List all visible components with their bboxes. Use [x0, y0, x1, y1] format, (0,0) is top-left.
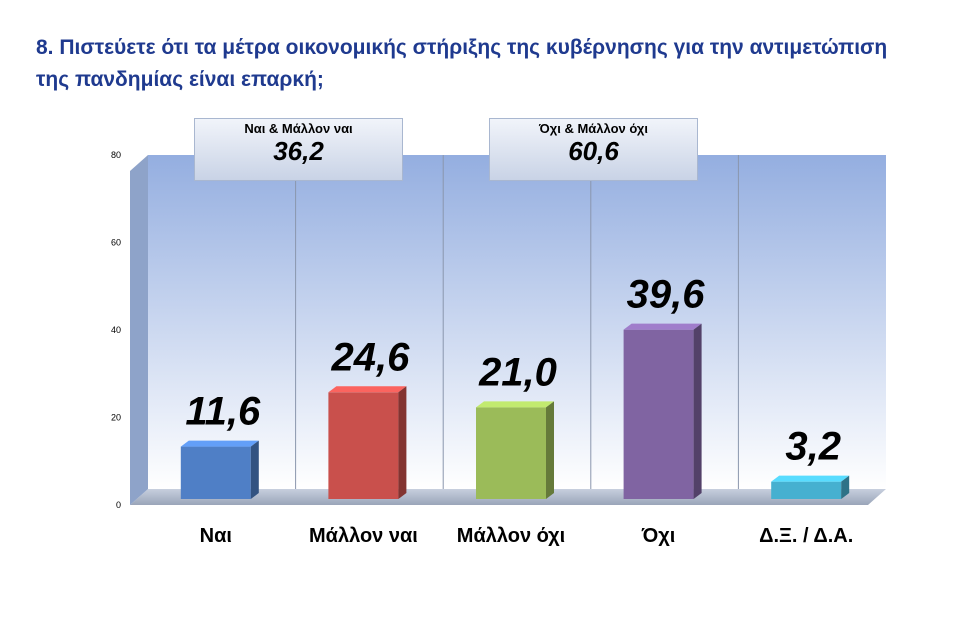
summary-label: Ναι & Μάλλον ναι	[244, 121, 353, 136]
bar-front	[623, 329, 694, 499]
bar-top	[180, 440, 259, 447]
bar	[328, 386, 407, 499]
bar-top	[623, 323, 702, 330]
category-label: Δ.Ξ. / Δ.Α.	[759, 525, 853, 547]
y-tick-label: 40	[111, 325, 121, 335]
bar	[623, 323, 702, 499]
bar-front	[328, 392, 399, 499]
bar-side	[398, 386, 407, 499]
bar-side	[693, 323, 702, 499]
summary-value: 60,6	[568, 136, 619, 166]
summary-box-yes: Ναι & Μάλλον ναι 36,2	[194, 118, 403, 181]
bar-value-label: 11,6	[185, 390, 261, 434]
y-tick-label: 60	[111, 238, 121, 248]
bar	[180, 440, 259, 499]
bar-top	[476, 401, 554, 408]
category-label: Μάλλον ναι	[309, 525, 418, 547]
bar-side	[841, 475, 850, 499]
bar-top	[328, 386, 407, 393]
category-label: Όχι	[641, 525, 676, 547]
bar	[476, 401, 554, 499]
bar-side	[546, 401, 554, 499]
bar-side	[250, 440, 259, 499]
summary-label: Όχι & Μάλλον όχι	[539, 121, 648, 136]
chart-left-wall	[130, 155, 148, 505]
summary-value: 36,2	[273, 136, 324, 166]
bar-value-label: 39,6	[627, 273, 706, 317]
bar	[771, 475, 850, 499]
bar-front	[476, 407, 546, 499]
bar-top	[771, 475, 850, 482]
category-label: Μάλλον όχι	[457, 525, 565, 547]
bar-front	[771, 481, 842, 499]
bar-value-label: 21,0	[478, 350, 557, 394]
bar-value-label: 24,6	[330, 335, 410, 379]
y-tick-label: 0	[116, 500, 121, 510]
summary-box-no: Όχι & Μάλλον όχι 60,6	[489, 118, 698, 181]
y-tick-label: 80	[111, 150, 121, 160]
bar-front	[180, 446, 251, 499]
category-label: Ναι	[200, 525, 232, 547]
y-tick-label: 20	[111, 413, 121, 423]
bar-value-label: 3,2	[785, 425, 841, 469]
question-title: 8. Πιστεύετε ότι τα μέτρα οικονομικής στ…	[36, 36, 888, 91]
